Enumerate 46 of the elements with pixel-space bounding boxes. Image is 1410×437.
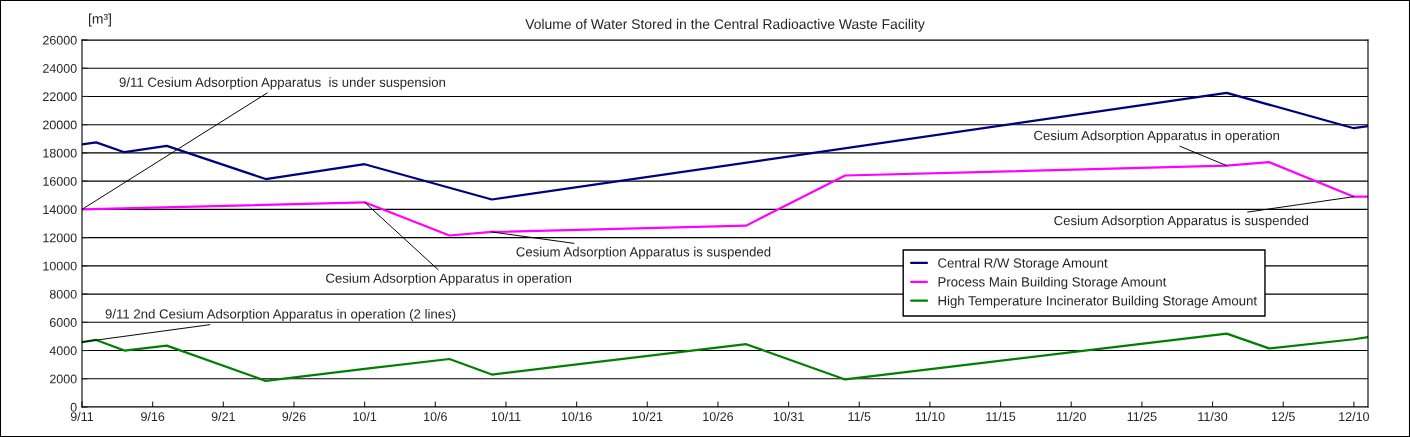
annotation: Cesium Adsorption Apparatus is suspended: [516, 246, 771, 260]
x-tick-label: 9/26: [282, 411, 306, 422]
x-tick-label: 12/5: [1272, 411, 1295, 422]
y-tick-label: 2000: [49, 374, 77, 384]
x-tick-label: 10/6: [424, 411, 447, 422]
line-series: [82, 91, 1368, 201]
y-tick-label: 18000: [43, 148, 77, 158]
annotation: Cesium Adsorption Apparatus in operation: [326, 273, 572, 286]
x-tick-label: 12/10: [1339, 411, 1370, 422]
y-tick-label: 0: [70, 402, 77, 412]
y-axis-title: [m³]: [88, 13, 111, 27]
x-tick-label: 10/16: [561, 411, 592, 422]
annotation: 9/11 2nd Cesium Adsorption Apparatus in operation (2 lines): [105, 308, 456, 322]
legend-label: Central R/W Storage Amount: [938, 257, 1108, 271]
y-tick-label: 12000: [43, 233, 77, 243]
x-tick-label: 10/1: [353, 411, 377, 422]
y-tick-label: 22000: [43, 92, 77, 102]
x-tick-label: 10/31: [773, 411, 804, 422]
x-tick-label: 10/11: [491, 411, 521, 422]
x-tick-label: 9/11: [70, 411, 94, 422]
x-tick-label: 9/16: [141, 411, 165, 422]
x-tick-label: 11/15: [986, 411, 1016, 422]
chart-title: Volume of Water Stored in the Central Radioactive Waste Facility: [525, 18, 925, 32]
x-tick-label: 11/5: [848, 411, 871, 422]
legend-label: Process Main Building Storage Amount: [938, 276, 1167, 290]
y-tick-label: 6000: [49, 318, 77, 327]
annotation: 9/11 Cesium Adsorption Apparatus is under suspension: [119, 77, 446, 90]
y-tick-label: 10000: [43, 261, 77, 271]
annotation: Cesium Adsorption Apparatus in operation: [1034, 130, 1280, 143]
x-tick-label: 11/25: [1127, 411, 1157, 422]
x-tick-label: 9/21: [211, 411, 235, 422]
annotation: Cesium Adsorption Apparatus is suspended: [1054, 215, 1309, 228]
x-tick-label: 11/10: [915, 411, 945, 422]
x-tick-label: 10/26: [703, 411, 734, 422]
x-tick-label: 11/30: [1198, 411, 1228, 422]
y-tick-label: 20000: [43, 120, 77, 130]
y-tick-label: 4000: [49, 346, 77, 356]
x-tick-label: 10/21: [632, 411, 663, 422]
y-tick-label: 14000: [43, 205, 77, 215]
y-tick-label: 16000: [43, 176, 77, 186]
legend-label: High Temperature Incinerator Building Storage Amount: [938, 295, 1257, 309]
line-series: [82, 332, 1368, 382]
x-tick-label: 11/20: [1057, 411, 1086, 422]
y-tick-label: 24000: [43, 64, 77, 73]
y-tick-label: 26000: [43, 35, 77, 45]
y-tick-label: 8000: [49, 289, 77, 299]
